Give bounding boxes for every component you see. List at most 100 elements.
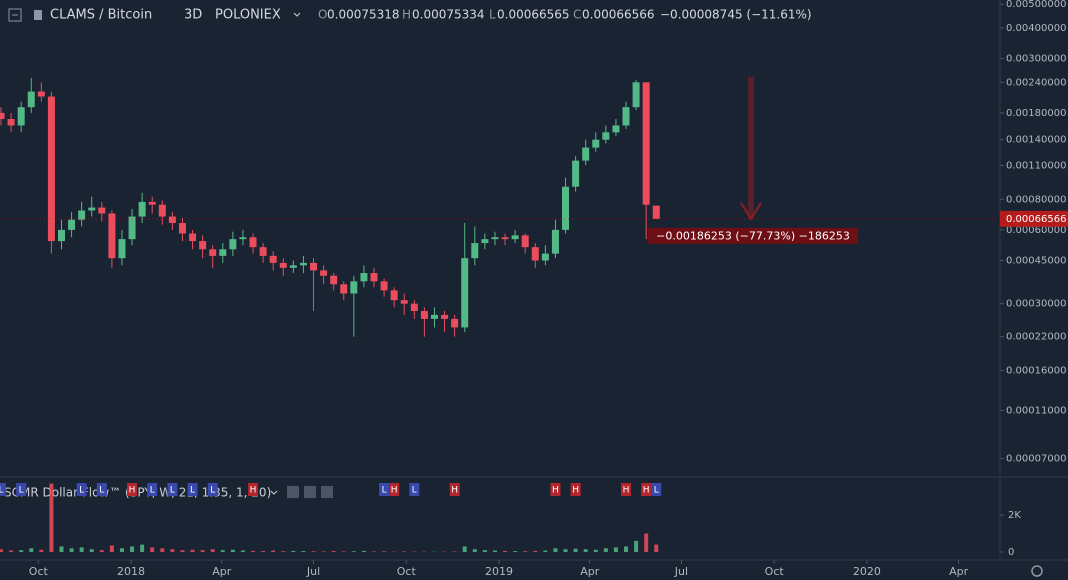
candle-body — [178, 223, 186, 234]
candle-body — [219, 249, 227, 256]
flow-bar — [160, 548, 165, 552]
candle-body — [632, 82, 640, 108]
ohlc-key: L — [489, 8, 496, 22]
change: −0.00008745 (−11.61%) — [660, 8, 812, 22]
candle-body — [551, 229, 559, 254]
flow-marker-box — [651, 483, 662, 496]
candle-body — [158, 204, 166, 217]
candle-body — [330, 275, 338, 285]
y-tick-label: 0.00240000 — [1006, 77, 1066, 88]
flow-marker: L — [190, 486, 195, 496]
candle-body — [511, 235, 519, 240]
flow-marker-box — [167, 483, 178, 496]
indicator-settings-button[interactable] — [304, 486, 316, 498]
flow-marker: L — [99, 486, 104, 496]
flow-marker-box — [0, 483, 7, 496]
candle-body — [27, 91, 35, 108]
flow-marker: H — [623, 486, 630, 496]
candle-body — [592, 139, 600, 148]
candle-body — [622, 107, 630, 126]
candle-body — [320, 270, 328, 276]
flow-bar — [371, 551, 376, 552]
candle-body — [209, 249, 217, 256]
flow-bar — [382, 551, 387, 552]
flow-bar — [583, 549, 588, 552]
indicator-caret[interactable] — [270, 490, 278, 495]
flow-bar — [271, 550, 276, 552]
symbol-icon — [34, 10, 42, 20]
y-tick-label: 0.00180000 — [1006, 108, 1066, 119]
dropdown-caret[interactable] — [293, 12, 301, 17]
flow-bar — [644, 533, 649, 552]
y-tick-label: 0.00022000 — [1006, 332, 1066, 343]
flow-bar — [109, 545, 114, 552]
candle-body — [642, 82, 650, 205]
flow-bar — [180, 550, 185, 552]
candle-body — [420, 311, 428, 319]
candle-body — [541, 253, 549, 261]
flow-bar — [563, 549, 568, 552]
flow-marker-box — [449, 483, 460, 496]
x-tick-label: Jul — [674, 565, 688, 578]
flow-bar — [624, 546, 629, 552]
candle-body — [289, 265, 297, 268]
candle-body — [37, 91, 45, 97]
measure-label-box — [648, 227, 858, 244]
candle-body — [400, 300, 408, 304]
flow-marker: H — [250, 486, 257, 496]
candle-body — [380, 281, 388, 291]
indicator-visibility-button[interactable] — [287, 486, 299, 498]
interval[interactable]: 3D — [184, 8, 202, 23]
candle-body — [98, 207, 106, 214]
candle-body — [390, 290, 398, 301]
indicator-remove-button[interactable] — [321, 486, 333, 498]
candle-body — [572, 160, 580, 187]
candle-body — [148, 201, 156, 205]
y-tick-label: 0.00500000 — [1006, 0, 1066, 10]
exchange[interactable]: POLONIEX — [215, 8, 281, 23]
candle-body — [78, 210, 86, 220]
flow-bar — [240, 550, 245, 552]
x-tick-label: Oct — [397, 565, 417, 578]
flow-marker-box — [187, 483, 198, 496]
flow-bar — [543, 550, 548, 552]
flow-bar — [361, 550, 366, 552]
y-tick-label: 0.00080000 — [1006, 194, 1066, 205]
candle-body — [279, 262, 287, 268]
flow-marker-box — [550, 483, 561, 496]
flow-marker-box — [147, 483, 158, 496]
indicator-title[interactable]: SCMR Dollar Flow™ (SPY, W, 21, 1.35, 1, … — [4, 486, 271, 500]
y-tick-label: 0.00110000 — [1006, 160, 1066, 171]
candle-body — [249, 237, 257, 248]
flow-bar — [402, 551, 407, 552]
flow-bar — [523, 551, 528, 552]
flow-marker-box — [76, 483, 87, 496]
flow-bar — [503, 550, 508, 552]
ohlc-key: C — [573, 8, 581, 22]
flow-bar — [29, 548, 34, 552]
flow-bar — [130, 546, 135, 552]
y-tick-label: 0.00060000 — [1006, 225, 1066, 236]
flow-marker: L — [79, 486, 84, 496]
flow-bar — [89, 549, 94, 552]
ohlc-value: 0.00066566 — [582, 8, 655, 22]
flow-bar — [321, 551, 326, 552]
flow-marker-box — [389, 483, 400, 496]
flow-bar — [553, 548, 558, 552]
flow-bar — [301, 551, 306, 552]
flow-bar — [9, 550, 14, 552]
flow-bar — [170, 549, 175, 552]
y-tick-label: 0.00140000 — [1006, 135, 1066, 146]
settings-gear[interactable] — [1031, 565, 1043, 577]
flow-bar — [603, 548, 608, 552]
candle-body — [118, 239, 126, 259]
measure-label: −0.00186253 (−77.73%) −186253 — [656, 229, 850, 242]
collapse-icon[interactable] — [8, 8, 22, 22]
candle-body — [68, 219, 76, 230]
symbol-title[interactable]: CLAMS / Bitcoin — [50, 8, 152, 23]
flow-bar — [291, 550, 296, 552]
flow-bar — [200, 550, 205, 552]
x-tick-label: 2020 — [853, 565, 881, 578]
candle-body — [57, 229, 65, 242]
candle-body — [481, 239, 489, 244]
